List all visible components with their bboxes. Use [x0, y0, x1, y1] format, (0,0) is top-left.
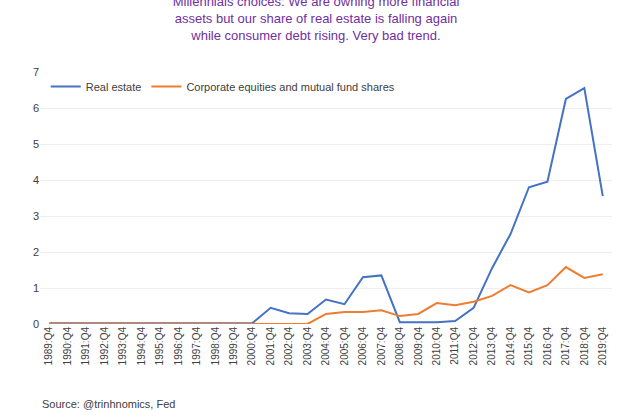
svg-text:2014:Q4: 2014:Q4 [505, 327, 516, 366]
svg-text:1992:Q4: 1992:Q4 [99, 327, 110, 366]
svg-text:2002:Q4: 2002:Q4 [283, 327, 294, 366]
svg-text:Real estate: Real estate [86, 81, 142, 93]
svg-text:6: 6 [33, 102, 39, 114]
svg-text:2017:Q4: 2017:Q4 [560, 327, 571, 366]
svg-text:2001:Q4: 2001:Q4 [265, 327, 276, 366]
svg-text:2015:Q4: 2015:Q4 [523, 327, 534, 366]
svg-text:2013:Q4: 2013:Q4 [486, 327, 497, 366]
svg-text:1994:Q4: 1994:Q4 [136, 327, 147, 366]
svg-text:2: 2 [33, 246, 39, 258]
svg-text:2000:Q4: 2000:Q4 [246, 327, 257, 366]
svg-text:2010:Q4: 2010:Q4 [431, 327, 442, 366]
svg-text:0: 0 [33, 318, 39, 330]
svg-text:1991:Q4: 1991:Q4 [80, 327, 91, 366]
svg-text:2012:Q4: 2012:Q4 [468, 327, 479, 366]
svg-text:5: 5 [33, 138, 39, 150]
svg-text:Corporate equities and mutual: Corporate equities and mutual fund share… [186, 81, 394, 93]
svg-text:2011:Q4: 2011:Q4 [449, 327, 460, 365]
svg-text:Source: @trinhnomics, Fed: Source: @trinhnomics, Fed [42, 398, 175, 410]
svg-text:Millennials choices: We are ow: Millennials choices: We are owning more … [173, 0, 460, 43]
svg-text:2019:Q4: 2019:Q4 [597, 327, 608, 366]
svg-text:4: 4 [33, 174, 39, 186]
svg-text:1995:Q4: 1995:Q4 [154, 327, 165, 366]
svg-text:2016:Q4: 2016:Q4 [542, 327, 553, 366]
svg-text:1996:Q4: 1996:Q4 [173, 327, 184, 366]
svg-text:1: 1 [33, 282, 39, 294]
svg-text:2009:Q4: 2009:Q4 [413, 327, 424, 366]
svg-text:2004:Q4: 2004:Q4 [320, 327, 331, 366]
svg-text:2006:Q4: 2006:Q4 [357, 327, 368, 366]
svg-text:1997:Q4: 1997:Q4 [191, 327, 202, 366]
svg-text:2003:Q4: 2003:Q4 [302, 327, 313, 366]
svg-text:2008:Q4: 2008:Q4 [394, 327, 405, 366]
svg-text:2018:Q4: 2018:Q4 [579, 327, 590, 366]
svg-text:1999:Q4: 1999:Q4 [228, 327, 239, 366]
svg-text:1989:Q4: 1989:Q4 [43, 327, 54, 366]
svg-text:2005:Q4: 2005:Q4 [339, 327, 350, 366]
svg-text:2007:Q4: 2007:Q4 [376, 327, 387, 366]
svg-text:7: 7 [33, 66, 39, 78]
svg-text:1990:Q4: 1990:Q4 [62, 327, 73, 366]
svg-text:1998:Q4: 1998:Q4 [210, 327, 221, 366]
svg-text:1993:Q4: 1993:Q4 [117, 327, 128, 366]
svg-text:3: 3 [33, 210, 39, 222]
